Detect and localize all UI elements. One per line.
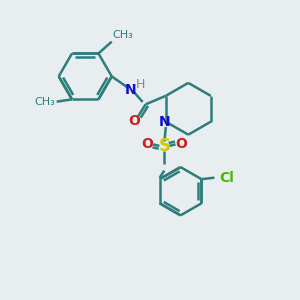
Text: H: H (136, 78, 145, 91)
Text: CH₃: CH₃ (34, 97, 55, 107)
Text: O: O (141, 137, 153, 152)
Text: N: N (159, 115, 170, 129)
Text: N: N (125, 82, 137, 97)
Text: Cl: Cl (220, 171, 235, 185)
Text: CH₃: CH₃ (112, 30, 133, 40)
Text: O: O (176, 137, 188, 152)
Text: S: S (158, 137, 170, 155)
Text: O: O (128, 114, 140, 128)
